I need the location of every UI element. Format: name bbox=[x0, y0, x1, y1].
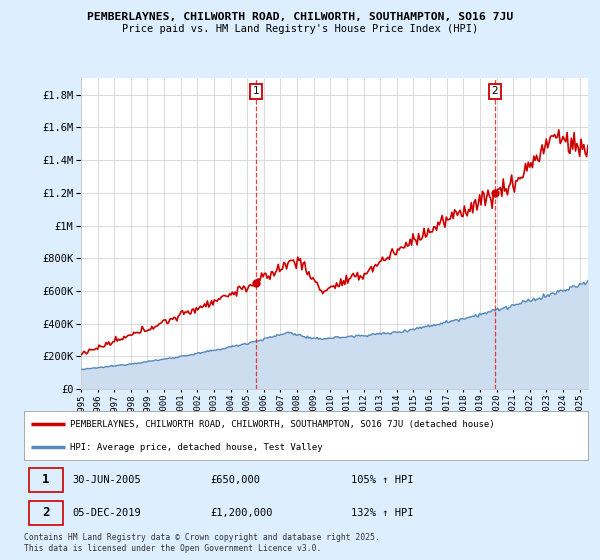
Text: PEMBERLAYNES, CHILWORTH ROAD, CHILWORTH, SOUTHAMPTON, SO16 7JU (detached house): PEMBERLAYNES, CHILWORTH ROAD, CHILWORTH,… bbox=[70, 420, 495, 429]
FancyBboxPatch shape bbox=[29, 501, 64, 525]
Text: 2: 2 bbox=[42, 506, 50, 519]
Text: 1: 1 bbox=[253, 86, 259, 96]
Text: 30-JUN-2005: 30-JUN-2005 bbox=[72, 475, 140, 484]
Text: PEMBERLAYNES, CHILWORTH ROAD, CHILWORTH, SOUTHAMPTON, SO16 7JU: PEMBERLAYNES, CHILWORTH ROAD, CHILWORTH,… bbox=[87, 12, 513, 22]
Text: Contains HM Land Registry data © Crown copyright and database right 2025.
This d: Contains HM Land Registry data © Crown c… bbox=[24, 533, 380, 553]
Text: £650,000: £650,000 bbox=[210, 475, 260, 484]
FancyBboxPatch shape bbox=[29, 468, 64, 492]
Text: 105% ↑ HPI: 105% ↑ HPI bbox=[351, 475, 413, 484]
Text: 132% ↑ HPI: 132% ↑ HPI bbox=[351, 508, 413, 517]
Text: Price paid vs. HM Land Registry's House Price Index (HPI): Price paid vs. HM Land Registry's House … bbox=[122, 24, 478, 34]
Text: 1: 1 bbox=[42, 473, 50, 486]
Text: HPI: Average price, detached house, Test Valley: HPI: Average price, detached house, Test… bbox=[70, 442, 323, 451]
Text: 05-DEC-2019: 05-DEC-2019 bbox=[72, 508, 140, 517]
Text: £1,200,000: £1,200,000 bbox=[210, 508, 272, 517]
Text: 2: 2 bbox=[491, 86, 498, 96]
